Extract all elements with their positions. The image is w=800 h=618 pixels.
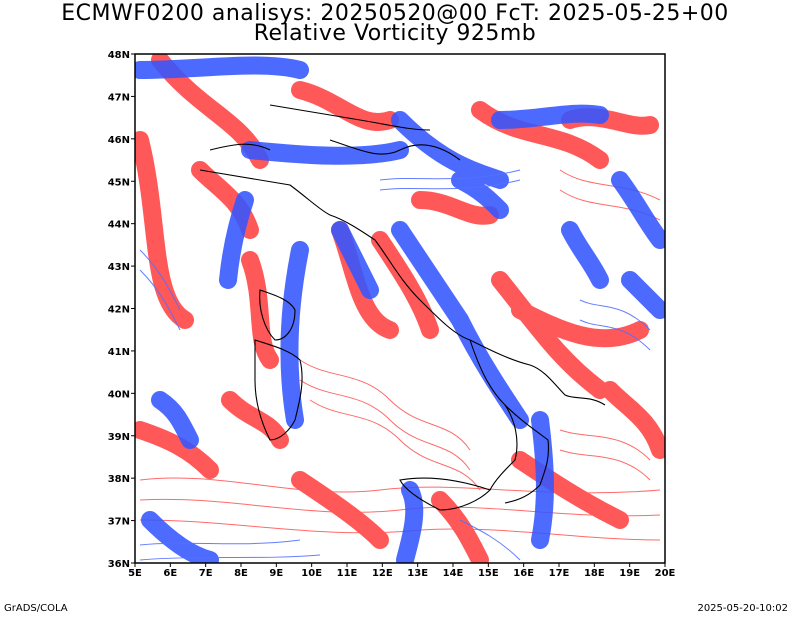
lon-tick-label: 11E	[337, 568, 358, 579]
longitude-axis: 5E 6E 7E 8E 9E 10E 11E 12E 13E 14E 15E 16E 17E 18E 19E…	[128, 563, 676, 579]
lat-tick-label: 37N	[108, 517, 130, 528]
lon-tick-label: 7E	[199, 568, 213, 579]
title-line-1: ECMWF0200 analisys: 20250520@00 FcT: 202…	[61, 1, 729, 26]
lon-tick-label: 19E	[619, 568, 640, 579]
lat-tick-label: 47N	[108, 92, 130, 103]
title-line-2: Relative Vorticity 925mb	[253, 21, 537, 46]
lat-tick-label: 46N	[108, 135, 130, 146]
coastlines	[199, 104, 606, 511]
lat-tick-label: 38N	[108, 474, 130, 485]
latitude-axis: 36N 37N 38N 39N 40N 41N 42N 43N 44N 45N 46N 47N 48N	[108, 50, 135, 570]
lon-tick-label: 20E	[655, 568, 676, 579]
lon-tick-label: 13E	[407, 568, 428, 579]
lon-tick-label: 9E	[269, 568, 283, 579]
lat-tick-label: 39N	[108, 432, 130, 443]
lat-tick-label: 41N	[108, 347, 130, 358]
lon-tick-label: 5E	[128, 568, 142, 579]
negative-thin-contours	[139, 169, 651, 561]
vorticity-field	[135, 54, 665, 563]
lon-tick-label: 18E	[584, 568, 605, 579]
lon-tick-label: 12E	[372, 568, 393, 579]
lon-tick-label: 15E	[478, 568, 499, 579]
lon-tick-label: 14E	[443, 568, 464, 579]
timestamp-label: 2025-05-20-10:02	[697, 603, 788, 614]
lat-tick-label: 36N	[108, 559, 130, 570]
lon-tick-label: 16E	[513, 568, 534, 579]
lat-tick-label: 45N	[108, 177, 130, 188]
lat-tick-label: 42N	[108, 305, 130, 316]
lon-tick-label: 8E	[234, 568, 248, 579]
lon-tick-label: 10E	[301, 568, 322, 579]
lat-tick-label: 44N	[108, 220, 130, 231]
lat-tick-label: 40N	[108, 389, 130, 400]
lat-tick-label: 43N	[108, 262, 130, 273]
lat-tick-label: 48N	[108, 50, 130, 61]
lon-tick-label: 6E	[163, 568, 177, 579]
lon-tick-label: 17E	[549, 568, 570, 579]
credit-label: GrADS/COLA	[4, 603, 68, 614]
